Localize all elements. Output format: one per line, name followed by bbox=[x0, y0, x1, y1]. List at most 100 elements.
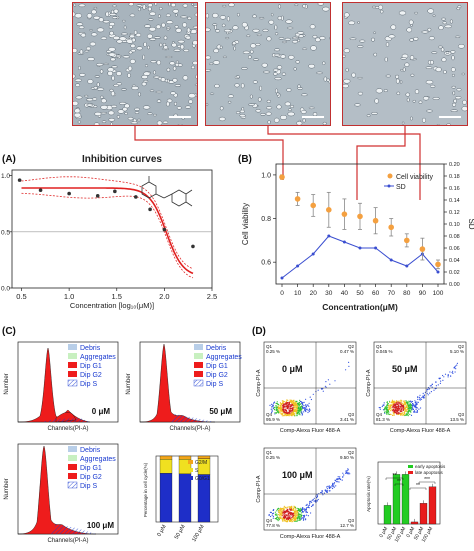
dot bbox=[282, 507, 284, 509]
dot bbox=[389, 404, 391, 406]
panel-label-d: (D) bbox=[252, 326, 266, 337]
dot bbox=[282, 513, 284, 515]
dot bbox=[393, 405, 396, 407]
dot bbox=[279, 516, 281, 518]
cell bbox=[266, 106, 273, 110]
dot bbox=[288, 401, 290, 403]
dot bbox=[382, 404, 384, 406]
q4-value: 95.9 % bbox=[266, 417, 280, 422]
dot-plot-ylabel: Comp-PI-A bbox=[256, 369, 262, 397]
dot bbox=[279, 402, 281, 404]
cell bbox=[409, 38, 414, 42]
dot bbox=[308, 410, 310, 413]
dot bbox=[302, 508, 304, 510]
dot bbox=[428, 388, 430, 390]
dot bbox=[407, 413, 409, 415]
dot bbox=[384, 408, 386, 410]
dot bbox=[295, 508, 297, 510]
hist-xlabel-0: Channels(PI-A) bbox=[47, 426, 88, 432]
cell bbox=[262, 70, 271, 74]
cell bbox=[143, 41, 147, 47]
cell bbox=[308, 63, 316, 69]
cell bbox=[329, 37, 330, 40]
dot bbox=[276, 409, 278, 411]
cell bbox=[427, 27, 432, 32]
dot bbox=[291, 521, 293, 523]
cell bbox=[166, 20, 174, 25]
dot bbox=[321, 490, 323, 492]
cell bbox=[73, 11, 76, 17]
dot bbox=[272, 404, 274, 406]
dot bbox=[407, 408, 409, 410]
dot bbox=[407, 412, 409, 414]
cell bbox=[96, 27, 105, 33]
dot bbox=[301, 412, 303, 414]
cell bbox=[288, 55, 295, 60]
cell bbox=[441, 57, 447, 62]
cell bbox=[273, 72, 278, 76]
dot bbox=[305, 406, 307, 408]
cell bbox=[457, 44, 465, 49]
dot bbox=[307, 506, 309, 508]
dot bbox=[279, 510, 281, 512]
viability-point bbox=[341, 211, 348, 217]
histogram-0uM: Number Channels(PI-A) 0 μM bbox=[4, 341, 119, 432]
q2-value: 0.47 % bbox=[340, 349, 354, 354]
dot bbox=[291, 400, 293, 402]
dot bbox=[417, 398, 419, 400]
dot bbox=[282, 508, 284, 510]
dot bbox=[290, 414, 292, 417]
dot bbox=[291, 507, 293, 509]
dot bbox=[294, 411, 296, 413]
cell bbox=[89, 41, 97, 47]
dot bbox=[303, 407, 305, 409]
dot bbox=[283, 508, 285, 510]
y2-tick-label-b: 0.20 bbox=[449, 162, 460, 168]
cell bbox=[401, 121, 405, 125]
dot bbox=[347, 469, 349, 471]
cell bbox=[148, 18, 154, 21]
dot bbox=[295, 407, 297, 409]
dot bbox=[324, 489, 326, 491]
dot bbox=[288, 511, 290, 513]
dot bbox=[284, 520, 286, 522]
hist-xlabel-1: Channels(PI-A) bbox=[169, 426, 210, 432]
significance-label: ** bbox=[397, 479, 401, 485]
dot bbox=[302, 518, 304, 520]
cell bbox=[165, 13, 171, 17]
dot bbox=[407, 407, 409, 409]
cell bbox=[93, 6, 98, 10]
confidence-band-lower bbox=[21, 192, 194, 279]
cell bbox=[109, 30, 114, 36]
cell bbox=[374, 98, 379, 104]
dot bbox=[387, 404, 390, 407]
dot bbox=[382, 409, 385, 411]
dot bbox=[272, 513, 274, 515]
dot bbox=[294, 506, 296, 508]
dot bbox=[286, 518, 288, 520]
dot bbox=[303, 508, 305, 510]
dot bbox=[392, 402, 394, 404]
dot bbox=[393, 410, 395, 412]
dot bbox=[393, 414, 395, 416]
cell bbox=[281, 40, 288, 44]
q2-label: Q2 bbox=[348, 344, 355, 349]
dot bbox=[423, 397, 426, 399]
dot bbox=[294, 512, 296, 514]
dot bbox=[279, 412, 281, 414]
dot bbox=[271, 410, 273, 412]
x-tick-label-a: 1.0 bbox=[64, 292, 74, 301]
dot-plot-dose: 100 μM bbox=[282, 470, 313, 480]
dot bbox=[378, 407, 380, 409]
cell bbox=[137, 7, 141, 12]
apoptosis-bar bbox=[383, 505, 392, 525]
dot bbox=[297, 406, 299, 409]
legend-sd-marker bbox=[387, 184, 391, 188]
dot bbox=[396, 400, 398, 402]
cell bbox=[225, 37, 230, 40]
dot bbox=[398, 401, 400, 403]
dot bbox=[284, 510, 286, 512]
dot bbox=[279, 512, 281, 514]
